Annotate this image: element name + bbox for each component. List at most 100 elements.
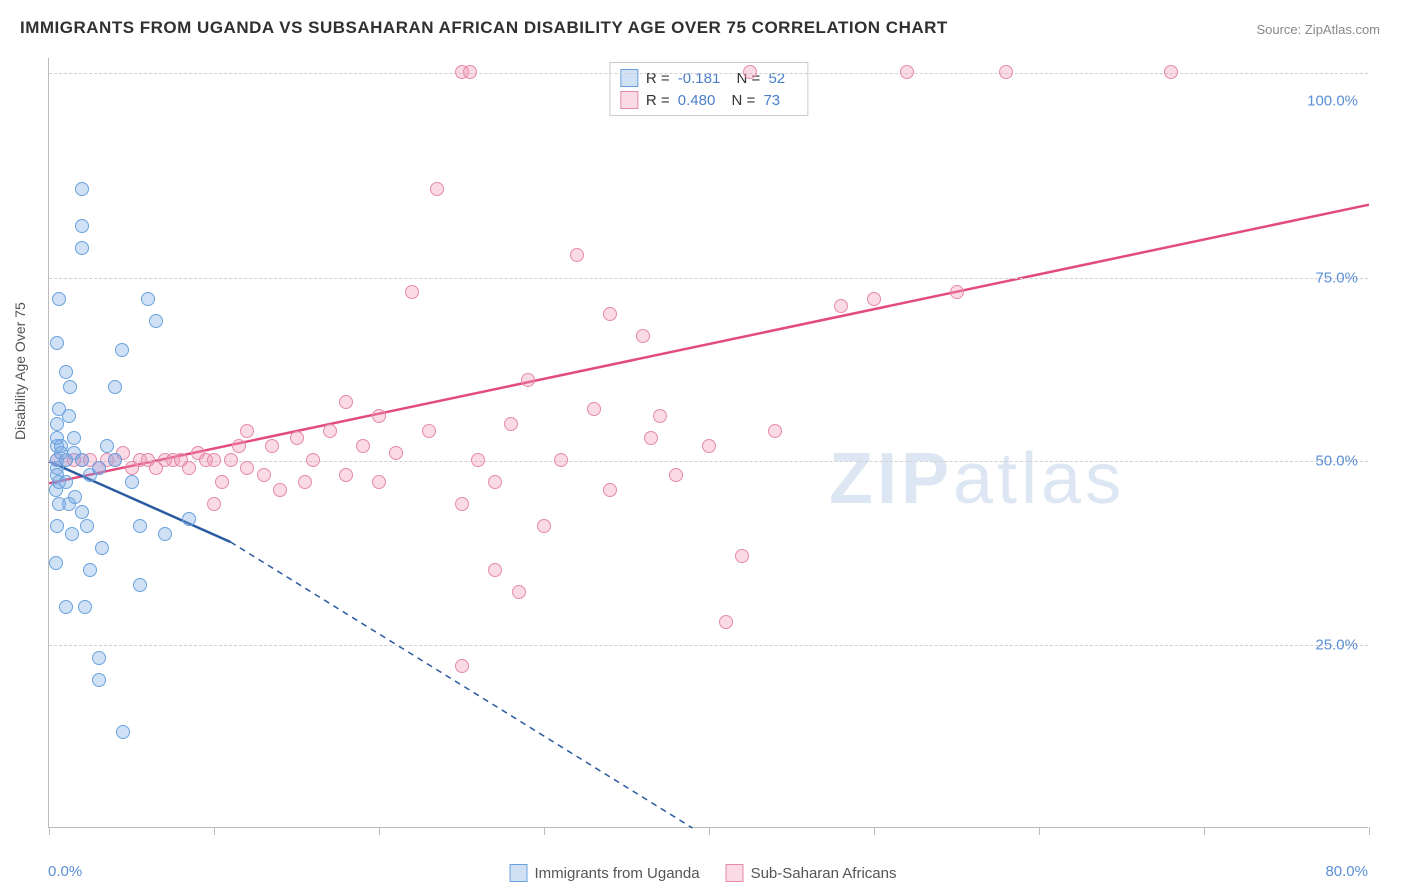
x-tick (379, 827, 380, 835)
data-point (512, 585, 526, 599)
data-point (133, 519, 147, 533)
data-point (265, 439, 279, 453)
data-point (68, 490, 82, 504)
gridline (49, 645, 1368, 646)
data-point (125, 475, 139, 489)
legend-swatch (620, 91, 638, 109)
y-tick-label: 75.0% (1315, 270, 1358, 287)
data-point (54, 439, 68, 453)
plot-area: ZIPatlas R = -0.181 N = 52 R = 0.480 N = … (48, 58, 1368, 828)
data-point (422, 424, 436, 438)
legend-label: Immigrants from Uganda (535, 865, 700, 882)
data-point (603, 483, 617, 497)
chart-source: Source: ZipAtlas.com (1256, 22, 1380, 37)
y-tick-label: 25.0% (1315, 636, 1358, 653)
x-tick (1039, 827, 1040, 835)
data-point (67, 431, 81, 445)
data-point (75, 241, 89, 255)
x-tick (709, 827, 710, 835)
x-tick (1369, 827, 1370, 835)
data-point (735, 549, 749, 563)
data-point (59, 365, 73, 379)
data-point (999, 65, 1013, 79)
data-point (50, 519, 64, 533)
data-point (702, 439, 716, 453)
data-point (92, 651, 106, 665)
gridline (49, 278, 1368, 279)
data-point (75, 182, 89, 196)
data-point (49, 556, 63, 570)
data-point (430, 182, 444, 196)
data-point (669, 468, 683, 482)
data-point (504, 417, 518, 431)
data-point (59, 475, 73, 489)
data-point (108, 453, 122, 467)
data-point (149, 314, 163, 328)
data-point (65, 527, 79, 541)
data-point (950, 285, 964, 299)
correlation-legend: R = -0.181 N = 52 R = 0.480 N = 73 (609, 62, 808, 116)
y-tick-label: 100.0% (1307, 92, 1358, 109)
legend-item: Immigrants from Uganda (510, 864, 700, 882)
data-point (900, 65, 914, 79)
data-point (867, 292, 881, 306)
data-point (116, 725, 130, 739)
data-point (95, 541, 109, 555)
data-point (182, 461, 196, 475)
data-point (108, 380, 122, 394)
data-point (50, 336, 64, 350)
data-point (273, 483, 287, 497)
data-point (182, 512, 196, 526)
data-point (719, 615, 733, 629)
data-point (100, 439, 114, 453)
data-point (488, 475, 502, 489)
data-point (644, 431, 658, 445)
data-point (356, 439, 370, 453)
data-point (78, 600, 92, 614)
legend-row: R = -0.181 N = 52 (620, 67, 797, 89)
legend-label: Sub-Saharan Africans (751, 865, 897, 882)
data-point (240, 461, 254, 475)
data-point (232, 439, 246, 453)
data-point (603, 307, 617, 321)
x-axis-min-label: 0.0% (48, 863, 82, 880)
x-tick (1204, 827, 1205, 835)
data-point (455, 659, 469, 673)
legend-swatch (726, 864, 744, 882)
data-point (570, 248, 584, 262)
data-point (554, 453, 568, 467)
data-point (290, 431, 304, 445)
data-point (636, 329, 650, 343)
data-point (52, 292, 66, 306)
watermark: ZIPatlas (829, 438, 1125, 520)
data-point (224, 453, 238, 467)
chart-title: IMMIGRANTS FROM UGANDA VS SUBSAHARAN AFR… (20, 18, 948, 38)
data-point (83, 563, 97, 577)
data-point (62, 409, 76, 423)
data-point (463, 65, 477, 79)
data-point (323, 424, 337, 438)
data-point (75, 505, 89, 519)
data-point (405, 285, 419, 299)
legend-swatch (510, 864, 528, 882)
data-point (215, 475, 229, 489)
y-axis-title: Disability Age Over 75 (12, 302, 28, 440)
data-point (59, 600, 73, 614)
data-point (141, 292, 155, 306)
x-tick (49, 827, 50, 835)
data-point (1164, 65, 1178, 79)
data-point (587, 402, 601, 416)
data-point (257, 468, 271, 482)
legend-item: Sub-Saharan Africans (726, 864, 897, 882)
data-point (834, 299, 848, 313)
data-point (389, 446, 403, 460)
data-point (339, 468, 353, 482)
data-point (537, 519, 551, 533)
legend-text: R = 0.480 N = 73 (646, 92, 792, 109)
legend-row: R = 0.480 N = 73 (620, 89, 797, 111)
series-legend: Immigrants from Uganda Sub-Saharan Africa… (510, 864, 897, 882)
data-point (768, 424, 782, 438)
data-point (133, 578, 147, 592)
data-point (92, 461, 106, 475)
data-point (240, 424, 254, 438)
